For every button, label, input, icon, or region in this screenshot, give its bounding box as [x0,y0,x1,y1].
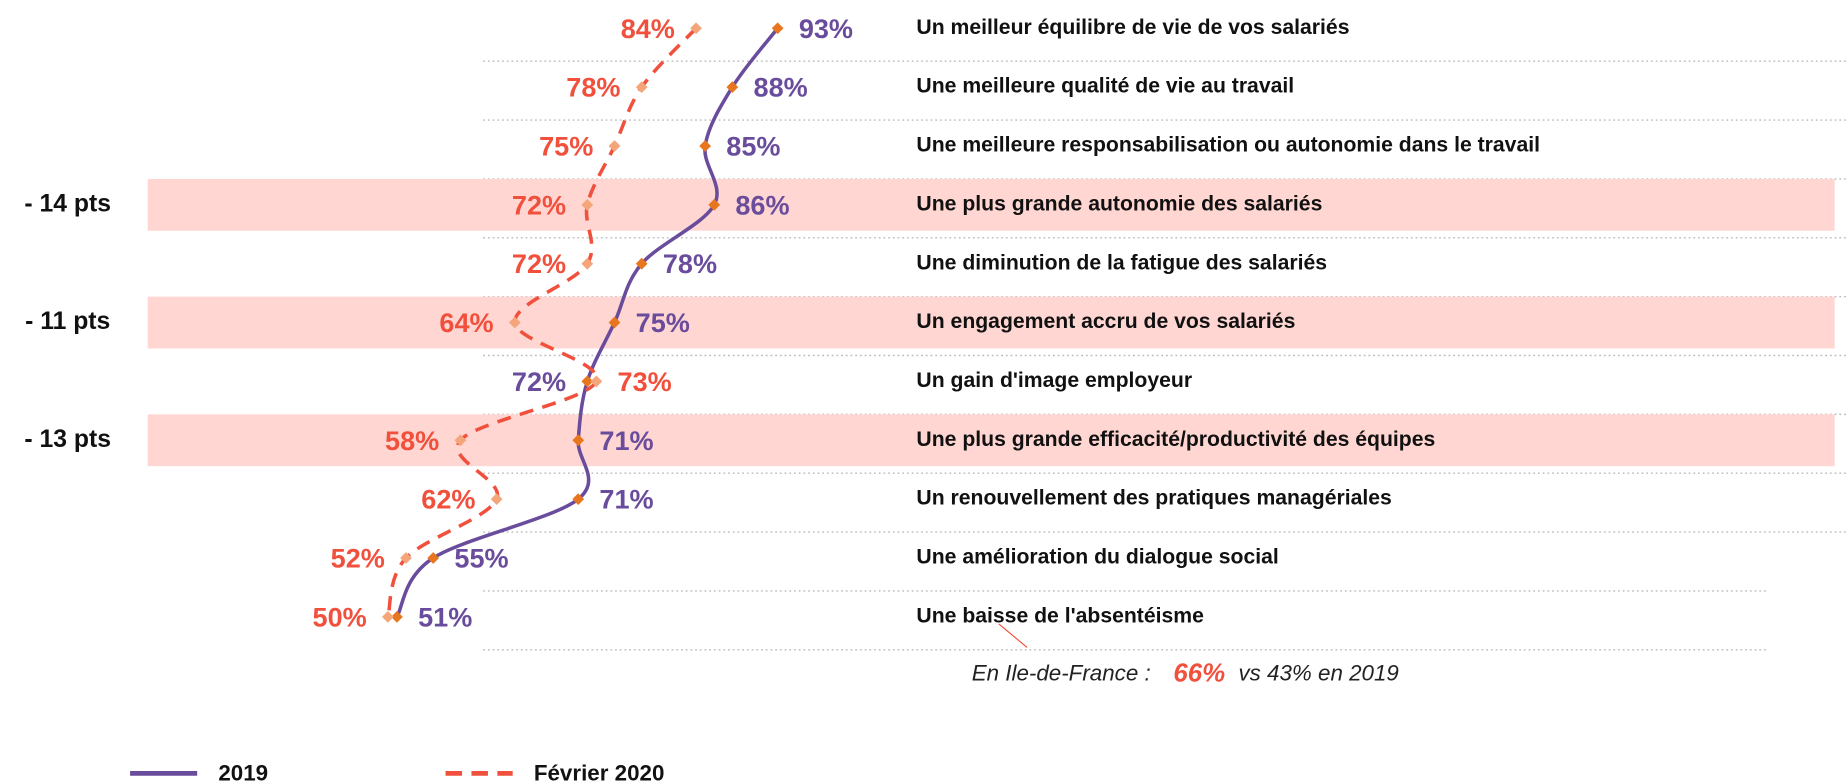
note-prefix: En Ile-de-France : [972,660,1157,685]
point-marker [508,316,521,329]
category-label: Une diminution de la fatigue des salarié… [916,251,1327,274]
row-highlight [147,296,1835,349]
note: En Ile-de-France : 66% vs 43% en 2019 [972,659,1399,687]
value-label: 64% [439,307,493,338]
value-label: 71% [599,425,653,456]
value-label: 84% [621,13,675,44]
point-marker [708,198,721,211]
category-label: Une plus grande efficacité/productivité … [916,428,1435,451]
value-label: 58% [385,425,439,456]
point-marker [381,610,394,623]
value-label: 88% [754,72,808,103]
note-highlight: 66% [1173,659,1225,687]
point-marker [427,552,440,564]
legend-label: Février 2020 [534,760,665,784]
value-label: 50% [313,601,367,632]
value-label: 86% [735,189,789,220]
value-label: 93% [799,13,853,44]
note-leader [998,623,1028,648]
note-suffix: vs 43% en 2019 [1232,660,1399,685]
point-marker [608,316,621,329]
row-annotation: - 14 pts [24,190,111,217]
category-label: Une amélioration du dialogue social [916,546,1278,569]
value-label: 78% [566,72,620,103]
point-marker [572,434,585,447]
category-label: Un renouvellement des pratiques managéri… [916,487,1391,510]
value-label: 85% [726,130,780,161]
value-label: 75% [539,130,593,161]
category-label: Une baisse de l'absentéisme [916,604,1204,627]
row-highlight [147,178,1835,231]
point-marker [490,493,503,506]
value-label: 51% [418,601,472,632]
value-label: 71% [599,484,653,515]
category-label: Une meilleure qualité de vie au travail [916,75,1294,98]
value-label: 72% [512,248,566,279]
category-label: Un meilleur équilibre de vie de vos sala… [916,16,1349,39]
point-marker [581,257,594,270]
point-marker [608,140,621,152]
value-label: 52% [331,542,385,573]
point-marker [690,22,702,35]
legend-label: 2019 [218,760,268,784]
category-label: Une meilleure responsabilisation ou auto… [916,134,1540,157]
point-marker [726,81,739,93]
row-annotation: - 13 pts [24,426,111,453]
value-label: 55% [454,542,508,573]
value-label: 73% [618,366,672,397]
value-label: 62% [421,484,475,515]
row-annotation: - 11 pts [25,308,110,335]
point-marker [635,257,648,270]
category-label: Un gain d'image employeur [916,369,1192,392]
point-marker [699,140,712,152]
value-label: 75% [636,307,690,338]
category-label: Un engagement accru de vos salariés [916,310,1295,333]
row-highlight [147,414,1835,467]
category-label: Une plus grande autonomie des salariés [916,192,1322,215]
point-marker [391,610,403,623]
value-label: 78% [663,248,717,279]
point-marker [572,493,585,506]
point-marker [454,434,467,447]
value-label: 72% [512,366,566,397]
value-label: 72% [512,189,566,220]
point-marker [635,81,648,93]
